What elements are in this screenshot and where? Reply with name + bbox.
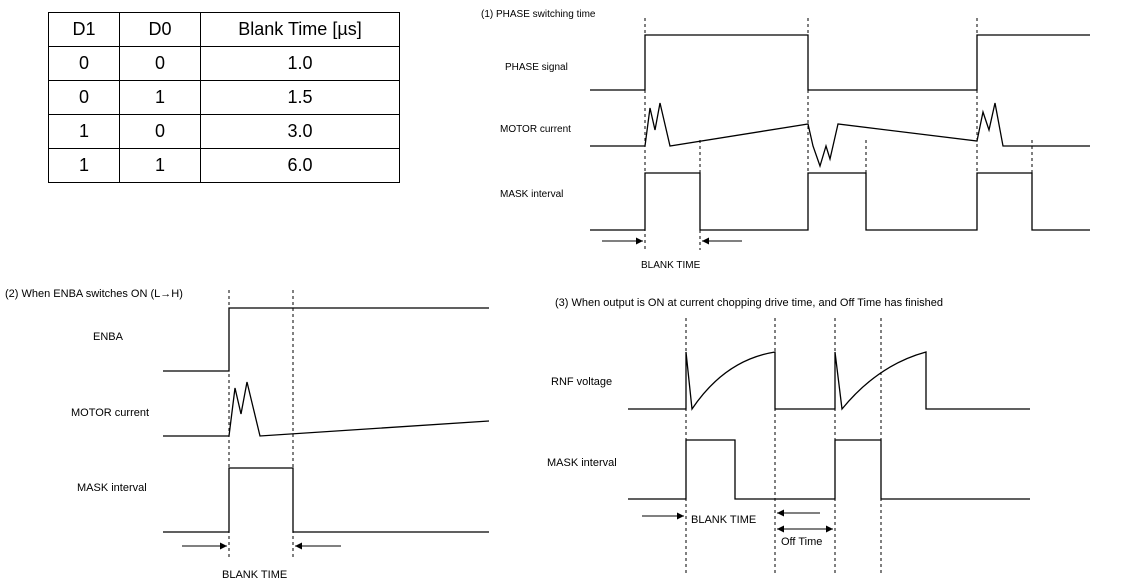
table-cell: 1: [48, 148, 120, 183]
table-header-row: D1 D0 Blank Time [µs]: [48, 12, 400, 47]
table-cell: 1: [119, 148, 201, 183]
table-row: 1 1 6.0: [48, 148, 400, 183]
mask-interval-label: MASK interval: [547, 457, 617, 469]
panel-output-on: (3) When output is ON at current choppin…: [547, 297, 1030, 575]
enba-waveform: [163, 307, 489, 372]
phase-signal-label: PHASE signal: [505, 62, 568, 73]
table-cell: 0: [48, 80, 120, 115]
panel1-title: (1) PHASE switching time: [481, 9, 596, 20]
panel-phase-switching: (1) PHASE switching time PHASE signal MO…: [481, 9, 1090, 271]
blank-time-table: D1 D0 Blank Time [µs] 0 0 1.0 0 1 1.5 1 …: [48, 12, 400, 183]
off-time-label: Off Time: [781, 536, 822, 548]
table-row: 1 0 3.0: [48, 114, 400, 149]
header-d0: D0: [119, 12, 201, 47]
table-cell: 6.0: [200, 148, 400, 183]
enba-label: ENBA: [93, 331, 124, 343]
table-cell: 3.0: [200, 114, 400, 149]
blank-time-label: BLANK TIME: [222, 569, 287, 581]
mask-interval-waveform: [163, 467, 489, 533]
table-row: 0 0 1.0: [48, 46, 400, 81]
mask-interval-waveform: [590, 172, 1090, 231]
panel2-title: (2) When ENBA switches ON (L→H): [5, 288, 183, 300]
table-cell: 0: [119, 46, 201, 81]
mask-interval-label: MASK interval: [500, 189, 563, 200]
table-cell: 0: [119, 114, 201, 149]
table-cell: 1.0: [200, 46, 400, 81]
motor-current-waveform: [163, 381, 490, 437]
table-cell: 0: [48, 46, 120, 81]
header-d1: D1: [48, 12, 120, 47]
blank-time-label: BLANK TIME: [691, 514, 756, 526]
rnf-voltage-waveform: [628, 351, 1030, 411]
panel3-title: (3) When output is ON at current choppin…: [555, 297, 943, 309]
mask-interval-label: MASK interval: [77, 482, 147, 494]
motor-current-label: MOTOR current: [71, 407, 149, 419]
panel-enba-on: (2) When ENBA switches ON (L→H) ENBA MOT…: [5, 288, 490, 581]
phase-signal-waveform: [590, 34, 1090, 91]
rnf-voltage-label: RNF voltage: [551, 376, 612, 388]
blank-time-label: BLANK TIME: [641, 260, 701, 271]
mask-interval-waveform: [628, 439, 1030, 500]
table-cell: 1.5: [200, 80, 400, 115]
motor-current-waveform: [590, 102, 1090, 169]
motor-current-label: MOTOR current: [500, 124, 571, 135]
